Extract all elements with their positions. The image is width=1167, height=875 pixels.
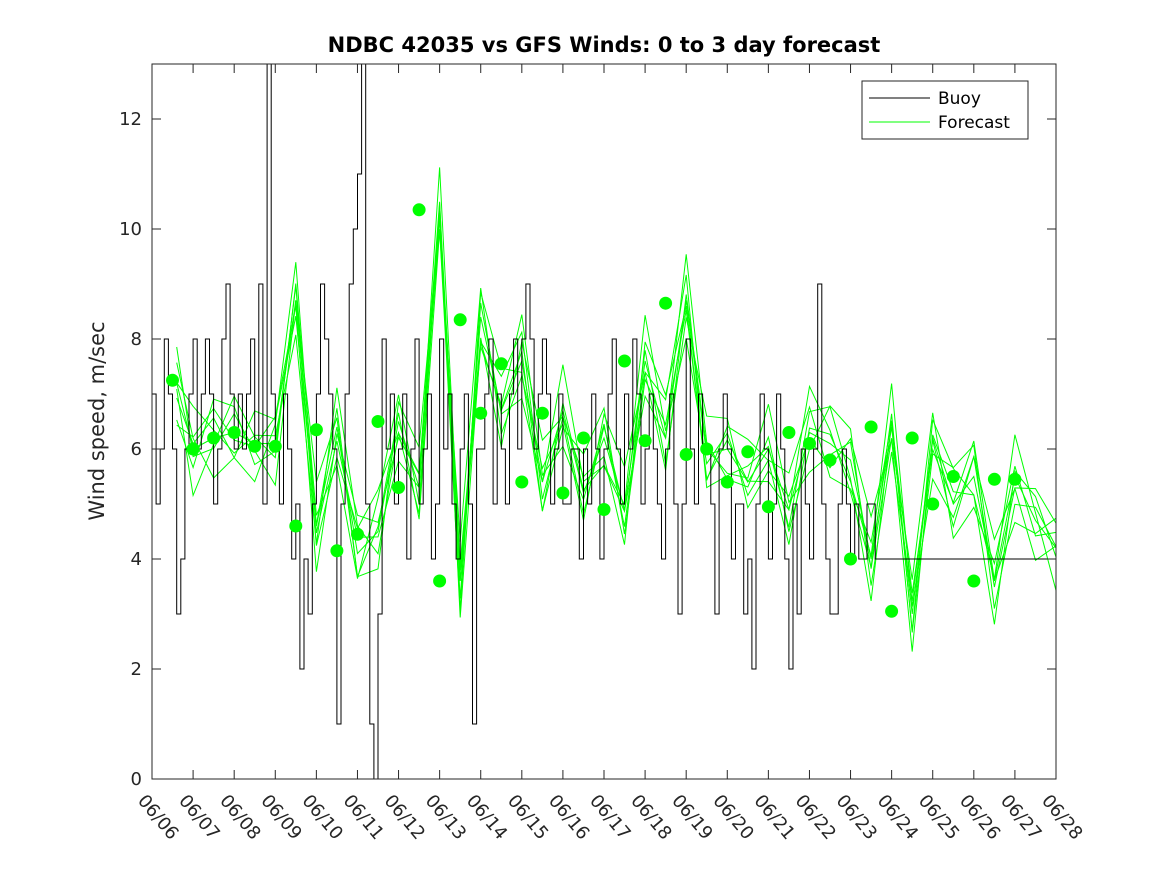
- legend-box: [861, 80, 1029, 140]
- y-tick-label: 10: [119, 219, 142, 240]
- x-tick-label: 06/26: [955, 791, 1004, 844]
- forecast-analysis-point: [761, 500, 775, 514]
- forecast-analysis-point: [987, 472, 1001, 486]
- forecast-analysis-point: [392, 481, 405, 494]
- forecast-analysis-point: [782, 426, 796, 439]
- forecast-analysis-point: [720, 475, 734, 489]
- y-tick-label: 8: [131, 329, 142, 350]
- forecast-analysis-point: [268, 439, 282, 453]
- x-tick-label: 06/12: [380, 791, 429, 844]
- x-tick-label: 06/06: [133, 791, 182, 844]
- forecast-analysis-point: [967, 574, 981, 588]
- x-tick-label: 06/14: [462, 791, 511, 844]
- forecast-analysis-point: [248, 439, 262, 453]
- forecast-analysis-point: [207, 431, 221, 445]
- legend-label-forecast: Forecast: [938, 113, 1010, 133]
- buoy-series-line: [152, 64, 1056, 779]
- forecast-analysis-point: [309, 423, 323, 437]
- y-tick-label: 6: [131, 439, 142, 460]
- x-tick-label: 06/15: [503, 791, 552, 844]
- x-tick-label: 06/07: [174, 791, 223, 844]
- forecast-analysis-point: [844, 552, 857, 566]
- forecast-analysis-point: [1008, 472, 1022, 486]
- forecast-analysis-point: [371, 415, 385, 428]
- x-tick-label: 06/18: [626, 791, 675, 844]
- x-tick-label: 06/09: [256, 791, 305, 844]
- forecast-analysis-point: [885, 604, 899, 618]
- forecast-analysis-point: [433, 574, 447, 588]
- forecast-analysis-point: [864, 420, 878, 434]
- marks-layer: [152, 64, 1056, 779]
- forecast-analysis-point: [659, 296, 673, 310]
- forecast-analysis-point: [474, 406, 488, 420]
- x-tick-label: 06/20: [708, 791, 757, 844]
- y-tick-label: 12: [119, 109, 142, 130]
- forecast-analysis-point: [412, 203, 426, 217]
- forecast-analysis-point: [741, 445, 755, 459]
- x-tick-label: 06/19: [667, 791, 716, 844]
- forecast-analysis-point: [166, 373, 179, 387]
- x-tick-label: 06/27: [996, 791, 1045, 844]
- y-tick-label: 4: [131, 549, 142, 570]
- forecast-analysis-point: [186, 442, 200, 456]
- chart-title: NDBC 42035 vs GFS Winds: 0 to 3 day fore…: [328, 33, 881, 57]
- forecast-analysis-point: [351, 527, 364, 541]
- forecast-analysis-point: [227, 426, 241, 439]
- forecast-analysis-point: [494, 357, 508, 371]
- forecast-member-line: [176, 230, 1056, 580]
- forecast-member-line: [176, 167, 1056, 607]
- plot-background: [152, 64, 1056, 779]
- forecast-analysis-point: [330, 544, 344, 558]
- x-tick-label: 06/17: [585, 791, 634, 844]
- forecast-analysis-point: [289, 519, 303, 533]
- y-axis-label: Wind speed, m/sec: [85, 321, 109, 520]
- forecast-analysis-point: [618, 354, 631, 368]
- x-tick-label: 06/10: [298, 791, 347, 844]
- forecast-analysis-point: [535, 406, 549, 420]
- forecast-member-line: [176, 215, 1056, 601]
- forecast-member-line: [176, 218, 1056, 652]
- forecast-analysis-point: [556, 486, 570, 500]
- x-tick-label: 06/13: [421, 791, 470, 844]
- forecast-analysis-point: [597, 503, 611, 516]
- x-tick-label: 06/23: [832, 791, 881, 844]
- y-tick-label: 0: [131, 769, 142, 790]
- forecast-analysis-point: [905, 431, 919, 445]
- forecast-analysis-point: [946, 470, 960, 483]
- forecast-analysis-point: [803, 437, 816, 450]
- forecast-member-line: [176, 201, 1056, 633]
- forecast-analysis-point: [823, 453, 837, 467]
- legend: Buoy Forecast: [861, 80, 1029, 140]
- legend-label-buoy: Buoy: [938, 89, 981, 109]
- forecast-analysis-point: [700, 442, 714, 456]
- forecast-analysis-point: [577, 431, 590, 445]
- x-tick-label: 06/16: [544, 791, 593, 844]
- forecast-analysis-point: [453, 313, 467, 327]
- forecast-analysis-point: [679, 448, 693, 461]
- x-tick-label: 06/28: [1037, 791, 1086, 844]
- forecast-analysis-point: [926, 497, 940, 511]
- x-tick-label: 06/25: [914, 791, 963, 844]
- forecast-analysis-point: [638, 434, 652, 448]
- x-tick-label: 06/22: [791, 791, 840, 844]
- y-tick-label: 2: [131, 659, 142, 680]
- x-tick-label: 06/24: [873, 791, 922, 844]
- x-tick-label: 06/21: [750, 791, 799, 844]
- x-tick-label: 06/11: [339, 791, 388, 844]
- x-tick-label: 06/08: [215, 791, 264, 844]
- forecast-analysis-point: [515, 475, 529, 489]
